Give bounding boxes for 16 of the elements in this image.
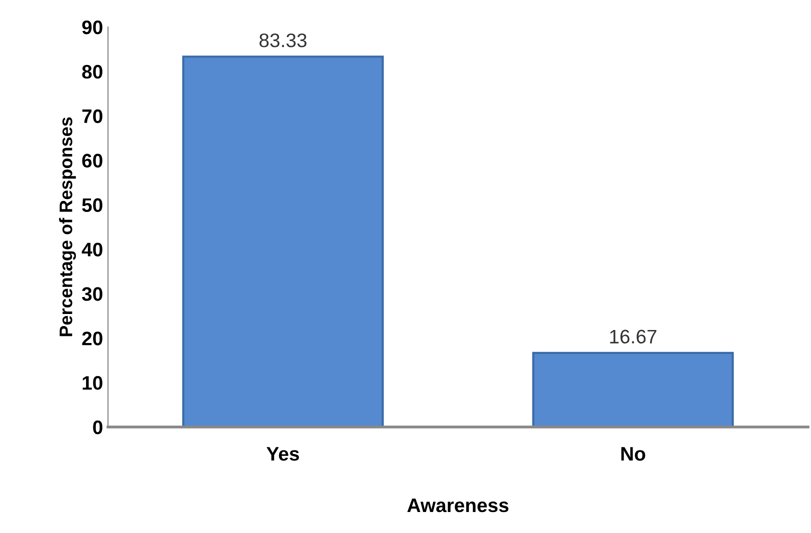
y-tick-label: 10 [82, 376, 102, 390]
data-label: 16.67 [610, 330, 656, 344]
y-tick-label: 70 [82, 109, 102, 124]
y-axis-title: Percentage of Responses [59, 117, 76, 336]
x-axis-title: Awareness [407, 498, 508, 512]
y-tick-label: 0 [93, 420, 102, 434]
x-tick-label: Yes [266, 447, 299, 461]
data-label: 83.33 [260, 33, 306, 48]
y-tick-label: 90 [82, 20, 102, 34]
y-tick-label: 40 [82, 242, 102, 256]
x-tick-label: No [621, 447, 646, 461]
y-tick-label: 50 [82, 198, 102, 212]
y-tick-label: 60 [82, 154, 102, 168]
y-tick-label: 20 [82, 332, 102, 346]
y-tick-label: 30 [82, 287, 102, 301]
y-tick-label: 80 [82, 64, 102, 79]
